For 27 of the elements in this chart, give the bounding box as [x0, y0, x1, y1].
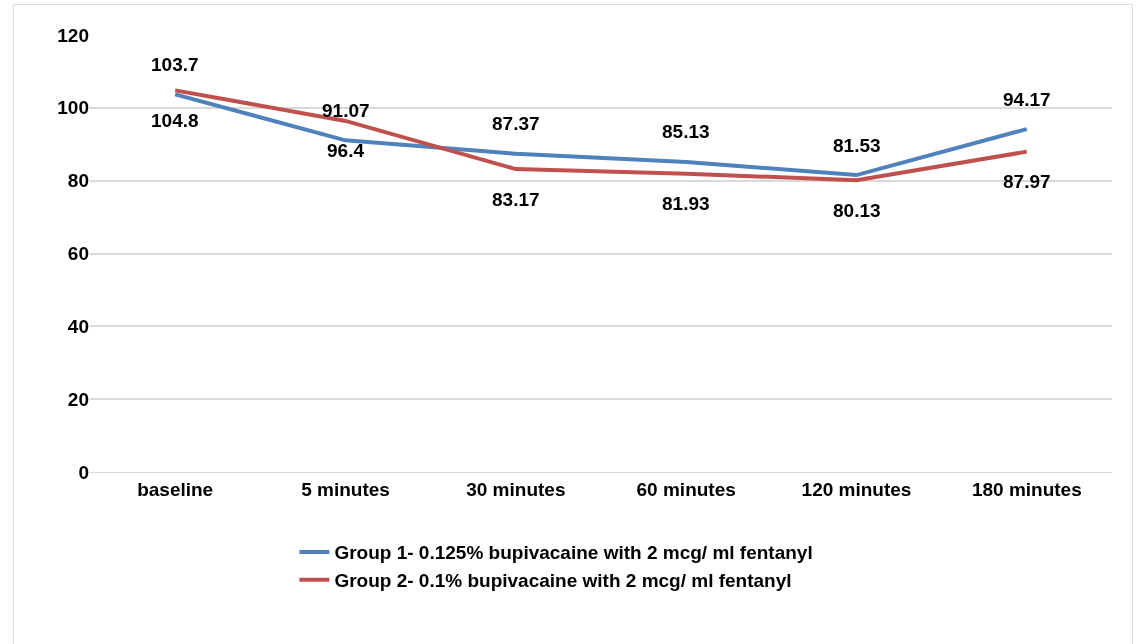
x-tick-label: 120 minutes [801, 478, 912, 500]
legend-label: Group 1- 0.125% bupivacaine with 2 mcg/ ml fentanyl [334, 542, 813, 564]
data-label: 85.13 [662, 121, 710, 142]
y-tick-label: 100 [57, 97, 89, 119]
data-label: 103.7 [151, 54, 199, 75]
data-label: 87.37 [492, 113, 540, 134]
x-tick-label: baseline [137, 478, 214, 500]
x-tick-label: 5 minutes [301, 478, 390, 500]
y-tick-label: 40 [67, 315, 89, 337]
legend-label: Group 2- 0.1% bupivacaine with 2 mcg/ ml fentanyl [334, 570, 792, 592]
y-tick-label: 120 [57, 24, 89, 46]
data-label: 81.93 [662, 193, 710, 214]
y-tick-label: 60 [67, 243, 89, 265]
data-label: 80.13 [833, 200, 881, 221]
data-label: 87.97 [1003, 171, 1051, 192]
data-label: 104.8 [151, 110, 199, 131]
data-label: 96.4 [327, 140, 365, 161]
y-tick-label: 0 [78, 461, 89, 483]
x-tick-label: 30 minutes [466, 478, 566, 500]
data-label: 91.07 [322, 100, 370, 121]
x-tick-label: 180 minutes [971, 478, 1082, 500]
y-tick-label: 20 [67, 388, 89, 410]
y-tick-label: 80 [67, 170, 89, 192]
x-tick-label: 60 minutes [636, 478, 736, 500]
data-label: 83.17 [492, 189, 540, 210]
data-label: 94.17 [1003, 89, 1051, 110]
data-label: 81.53 [833, 135, 881, 156]
